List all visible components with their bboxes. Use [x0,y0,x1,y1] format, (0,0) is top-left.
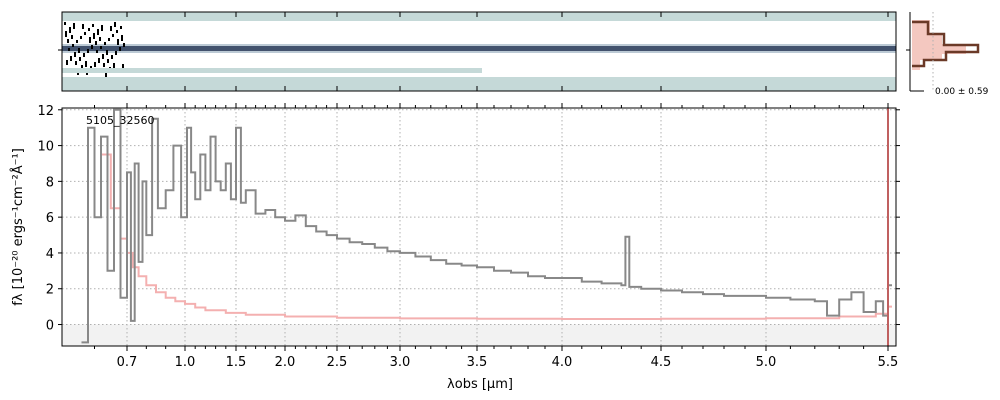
y-tick-label: 0 [46,319,54,334]
spectrum-2d-noise [123,43,125,47]
spectrum-2d-noise [64,22,66,25]
spectrum-2d-noise [83,53,85,57]
spectrum-2d-noise [96,50,98,53]
histogram-line [912,20,980,68]
spectrum-2d-noise [106,50,108,55]
spectrum-2d-noise [111,55,113,59]
spectrum-2d-noise [119,47,121,51]
spectrum-2d-noise [88,28,90,31]
x-tick-label: 1.5 [226,355,247,370]
x-tick-label: 4.5 [651,355,672,370]
spectrum-2d-panel [58,11,897,92]
x-tick-label: 2.0 [275,355,296,370]
object-id-label: 5105_32560 [86,114,155,127]
spectrum-2d-noise [89,37,91,43]
x-tick-label: 5.0 [756,355,777,370]
spectrum-2d-noise [113,63,115,69]
spectrum-2d-noise [85,61,87,67]
x-axis-ticks: 0.7 1.0 1.5 2.0 2.5 3.0 3.5 4.0 4.5 5.0 5.5 [94,103,899,370]
spectrum-1d-frame [61,107,897,347]
spectrum-2d-noise [104,42,106,45]
spectrum-2d-noise [67,39,69,43]
x-tick-label: 5.5 [878,355,899,370]
spectrum-2d-frame [61,11,897,92]
spectrum-2d-noise [95,41,97,45]
spectrum-2d-noise [92,24,94,27]
spectrum-2d-noise [84,32,86,35]
histogram-fill [912,20,966,70]
spectrum-2d-noise [73,23,75,29]
spectrum-2d-noise [82,24,84,29]
histogram-stat-label: 0.00 ± 0.59 [935,87,989,97]
spectrum-1d-panel: 0 2 4 6 8 10 12 0.7 1.0 1.5 2.0 2.5 3.0 3.5 4.0 4.5 5.0… [10,103,900,392]
y-tick-label: 4 [46,247,54,262]
spectrum-2d-noise [65,31,67,37]
spectrum-2d-noise [112,34,114,37]
y-tick-label: 6 [46,211,54,226]
spectrum-2d-noise [102,54,104,59]
spectrum-2d-noise [98,58,100,63]
spectrum-2d-noise [117,39,119,45]
x-tick-label: 1.0 [175,355,196,370]
spectrum-2d-noise [66,60,68,65]
spectrum-2d-noise [74,52,76,57]
spectrum-2d-noise [110,26,112,31]
spectrum-2d-noise [100,46,102,49]
x-tick-label: 0.7 [117,355,138,370]
spectrum-2d-noise [116,30,118,33]
spectrum-2d-noise [97,29,99,35]
spectrum-2d-noise [101,25,103,31]
spectrum-2d-noise [78,48,80,53]
spectrum-2d-noise [94,62,96,67]
spectrum-2d-noise [122,64,124,69]
spectrum-2d-noise [69,27,71,33]
spectrum-2d-noise [108,38,110,41]
spectrum-2d-noise [75,61,77,65]
y-tick-label: 2 [46,283,54,298]
spectrum-2d-noise [105,71,107,77]
spectrum-2d-noise [103,63,105,67]
spectrum-2d-noise [70,56,72,61]
spectrum-2d-noise [115,51,117,55]
x-tick-label: 3.5 [467,355,488,370]
y-axis-ticks: 0 2 4 6 8 10 12 [37,104,900,334]
y-tick-label: 10 [37,140,54,155]
residual-histogram-panel: 0.00 ± 0.59 [906,12,989,97]
spectrum-2d-noise [68,48,70,51]
zero-shade-band [62,324,896,346]
spectrum-2d-noise [114,22,116,27]
spectrum-2d-noise [80,36,82,39]
spectrum-2d-noise [121,35,123,41]
spectrum-2d-noise [72,44,74,47]
spectrum-2d-noise [76,40,78,43]
spectrum-2d-image [62,21,896,77]
y-axis-label: fλ [10⁻²⁰ ergs⁻¹cm⁻²Å⁻¹] [10,148,26,306]
x-tick-label: 4.0 [552,355,573,370]
flux-line [81,108,892,344]
residual-histogram [912,12,980,91]
uncertainty-line [101,153,892,320]
spectrum-2d-trace [62,46,896,51]
spectrum-2d-noise [93,33,95,39]
spectrum-2d-noise [99,37,101,41]
spectrum-2d-noise [107,59,109,63]
gridlines [62,108,896,346]
spectrum-2d-noise [91,45,93,49]
spectrum-2d-noise [120,26,122,29]
spectrum-2d-noise [87,49,89,53]
spectrum-2d-noise [79,57,81,61]
y-tick-label: 8 [46,175,54,190]
y-tick-label: 12 [37,104,54,119]
spectrum-2d-gap [62,68,482,73]
x-tick-label: 3.0 [390,355,411,370]
x-tick-label: 2.5 [327,355,348,370]
x-axis-label: λobs [μm] [447,377,513,392]
spectrum-2d-ticks [58,12,889,91]
spectrum-2d-noise [71,35,73,39]
